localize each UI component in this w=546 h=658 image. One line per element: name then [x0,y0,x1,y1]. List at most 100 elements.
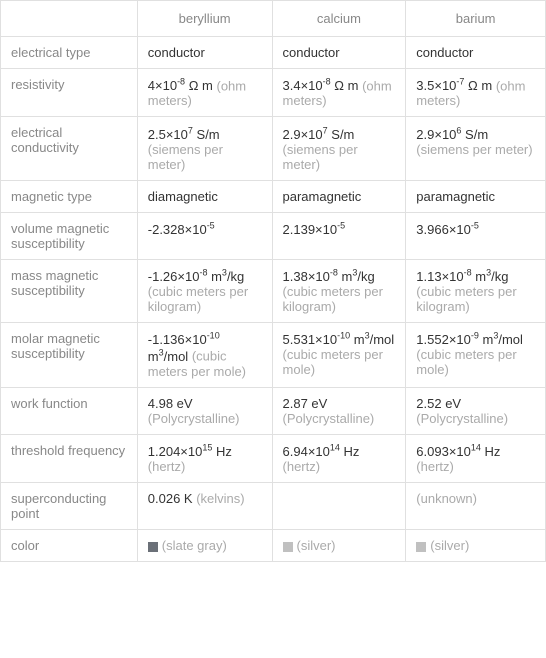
table-cell: 2.87 eV (Polycrystalline) [272,387,406,434]
color-swatch [148,542,158,552]
table-row: volume magnetic susceptibility -2.328×10-… [1,212,546,259]
cell-unit: (hertz) [416,459,454,474]
cell-value: 1.38×10-8 m3/kg [283,269,375,284]
table-cell: (silver) [272,529,406,561]
table-cell: 1.552×10-9 m3/mol (cubic meters per mole… [406,322,546,387]
table-row: magnetic type diamagnetic paramagnetic para… [1,180,546,212]
cell-value: 1.13×10-8 m3/kg [416,269,508,284]
cell-value: 2.87 eV [283,396,328,411]
cell-value: 4×10-8 Ω m [148,78,213,93]
cell-value: diamagnetic [148,189,218,204]
cell-unit: (cubic meters per mole) [283,347,383,377]
cell-unit: (siemens per meter) [148,142,223,172]
table-row: mass magnetic susceptibility-1.26×10-8 m… [1,259,546,322]
cell-value: conductor [283,45,340,60]
table-cell: 3.966×10-5 [406,212,546,259]
row-label: mass magnetic susceptibility [1,259,138,322]
table-row: molar magnetic susceptibility-1.136×10-1… [1,322,546,387]
cell-unit: (siemens per meter) [283,142,358,172]
table-cell: -1.26×10-8 m3/kg (cubic meters per kilog… [137,259,272,322]
cell-value: conductor [416,45,473,60]
cell-unit: (cubic meters per kilogram) [283,284,383,314]
table-row: superconducting point0.026 K (kelvins) (u… [1,482,546,529]
cell-value: 2.9×107 S/m [283,127,355,142]
table-cell: 2.9×106 S/m (siemens per meter) [406,117,546,180]
cell-value: paramagnetic [416,189,495,204]
row-label: volume magnetic susceptibility [1,212,138,259]
table-cell: 4.98 eV (Polycrystalline) [137,387,272,434]
cell-value: conductor [148,45,205,60]
table-cell: 3.5×10-7 Ω m (ohm meters) [406,69,546,117]
cell-value: 3.4×10-8 Ω m [283,78,359,93]
header-col-1: beryllium [137,1,272,37]
table-cell: 0.026 K (kelvins) [137,482,272,529]
table-cell: conductor [406,37,546,69]
table-cell: (silver) [406,529,546,561]
cell-value: 2.5×107 S/m [148,127,220,142]
table-cell: 2.139×10-5 [272,212,406,259]
header-row: beryllium calcium barium [1,1,546,37]
table-row: electrical type conductor conductor conduct… [1,37,546,69]
table-cell: 6.093×1014 Hz (hertz) [406,434,546,482]
table-cell: paramagnetic [272,180,406,212]
cell-unit: (kelvins) [196,491,244,506]
comparison-table: beryllium calcium barium electrical type… [0,0,546,562]
header-empty [1,1,138,37]
cell-value: -1.26×10-8 m3/kg [148,269,245,284]
cell-value: 4.98 eV [148,396,193,411]
table-cell: 6.94×1014 Hz (hertz) [272,434,406,482]
cell-value: paramagnetic [283,189,362,204]
table-cell: 3.4×10-8 Ω m (ohm meters) [272,69,406,117]
cell-unit: (Polycrystalline) [416,411,508,426]
cell-value: 6.093×1014 Hz [416,444,500,459]
table-cell: 1.204×1015 Hz (hertz) [137,434,272,482]
table-row: work function4.98 eV (Polycrystalline)2.… [1,387,546,434]
cell-value: 3.966×10-5 [416,222,479,237]
table-cell [272,482,406,529]
table-cell: 2.5×107 S/m (siemens per meter) [137,117,272,180]
row-label: color [1,529,138,561]
table-cell: -1.136×10-10 m3/mol (cubic meters per mo… [137,322,272,387]
table-cell: conductor [137,37,272,69]
table-row: color (slate gray) (silver) (silver) [1,529,546,561]
cell-unit: (hertz) [148,459,186,474]
header-col-2: calcium [272,1,406,37]
cell-value: 5.531×10-10 m3/mol [283,332,395,347]
row-label: molar magnetic susceptibility [1,322,138,387]
color-name: (slate gray) [162,538,227,553]
color-swatch [416,542,426,552]
cell-value: 2.52 eV [416,396,461,411]
cell-unit: (siemens per meter) [416,142,532,157]
table-cell: 4×10-8 Ω m (ohm meters) [137,69,272,117]
row-label: superconducting point [1,482,138,529]
table-cell: paramagnetic [406,180,546,212]
table-cell: 2.9×107 S/m (siemens per meter) [272,117,406,180]
cell-unit: (cubic meters per kilogram) [148,284,248,314]
cell-unit: (hertz) [283,459,321,474]
row-label: resistivity [1,69,138,117]
table-cell: diamagnetic [137,180,272,212]
table-cell: 2.52 eV (Polycrystalline) [406,387,546,434]
table-cell: -2.328×10-5 [137,212,272,259]
cell-value: 2.139×10-5 [283,222,346,237]
cell-unit: (unknown) [416,491,477,506]
table-row: threshold frequency1.204×1015 Hz (hertz)… [1,434,546,482]
color-name: (silver) [297,538,336,553]
table-row: resistivity4×10-8 Ω m (ohm meters)3.4×10… [1,69,546,117]
table-body: electrical type conductor conductor conduct… [1,37,546,562]
row-label: electrical conductivity [1,117,138,180]
row-label: threshold frequency [1,434,138,482]
table-row: electrical conductivity2.5×107 S/m (siem… [1,117,546,180]
row-label: electrical type [1,37,138,69]
cell-value: 1.204×1015 Hz [148,444,232,459]
cell-value: -2.328×10-5 [148,222,215,237]
cell-unit: (Polycrystalline) [283,411,375,426]
color-swatch [283,542,293,552]
cell-value: 2.9×106 S/m [416,127,488,142]
row-label: magnetic type [1,180,138,212]
table-cell: (unknown) [406,482,546,529]
cell-unit: (cubic meters per kilogram) [416,284,516,314]
table-cell: 1.13×10-8 m3/kg (cubic meters per kilogr… [406,259,546,322]
cell-value: 6.94×1014 Hz [283,444,360,459]
table-cell: 1.38×10-8 m3/kg (cubic meters per kilogr… [272,259,406,322]
